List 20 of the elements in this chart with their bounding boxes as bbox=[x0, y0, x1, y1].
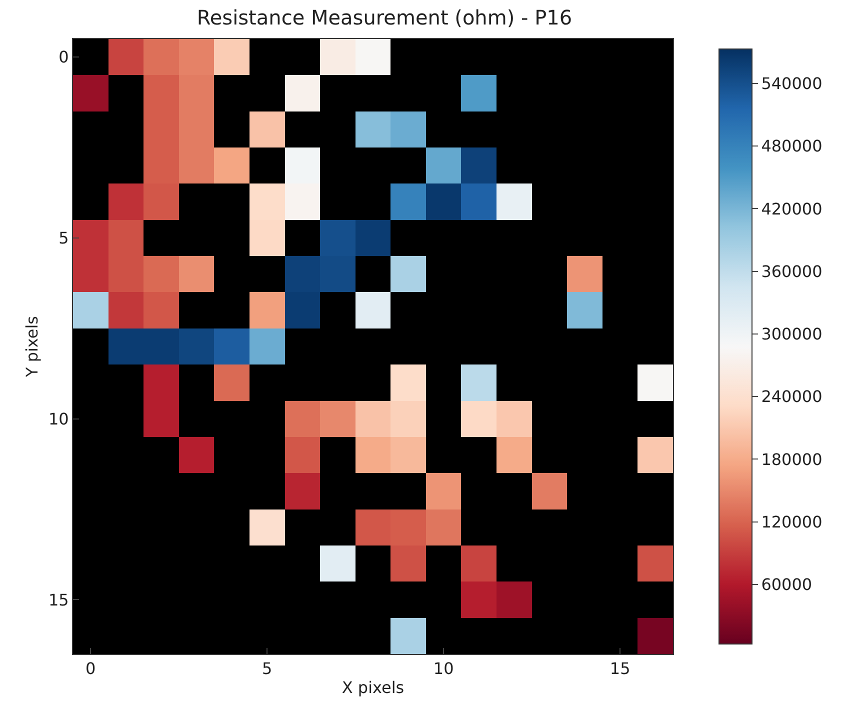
color-bar-label: 60000 bbox=[761, 575, 812, 594]
color-bar-label: 480000 bbox=[761, 136, 822, 156]
color-bar-label: 420000 bbox=[761, 199, 822, 218]
y-tick-label: 10 bbox=[48, 409, 69, 428]
y-axis-title: Y pixels bbox=[22, 316, 42, 378]
x-tick-label: 10 bbox=[433, 659, 454, 678]
x-tick-label: 0 bbox=[86, 659, 96, 678]
color-bar-label: 360000 bbox=[761, 262, 822, 281]
color-bar-label: 180000 bbox=[761, 450, 822, 469]
color-bar-label: 120000 bbox=[761, 512, 822, 532]
y-tick-label: 5 bbox=[58, 228, 69, 248]
y-tick-label: 0 bbox=[58, 48, 69, 67]
x-tick-label: 5 bbox=[262, 659, 272, 678]
x-tick-label: 15 bbox=[610, 659, 630, 678]
chart-title: Resistance Measurement (ohm) - P16 bbox=[196, 6, 572, 30]
color-bar-label: 540000 bbox=[761, 74, 822, 94]
x-axis-title: X pixels bbox=[342, 678, 404, 697]
color-bar-label: 300000 bbox=[761, 324, 822, 344]
y-tick-label: 15 bbox=[48, 590, 69, 610]
color-bar-label: 240000 bbox=[761, 387, 822, 406]
